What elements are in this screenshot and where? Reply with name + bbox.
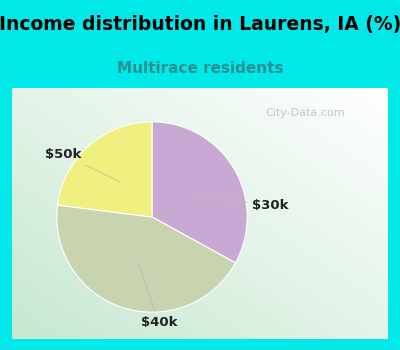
Text: $50k: $50k xyxy=(45,148,119,182)
Text: $40k: $40k xyxy=(139,263,177,329)
Wedge shape xyxy=(58,122,152,217)
Text: City-Data.com: City-Data.com xyxy=(266,108,345,118)
Wedge shape xyxy=(152,122,247,263)
Wedge shape xyxy=(57,205,236,312)
Text: $30k: $30k xyxy=(194,194,288,212)
Text: Multirace residents: Multirace residents xyxy=(117,61,283,76)
Text: Income distribution in Laurens, IA (%): Income distribution in Laurens, IA (%) xyxy=(0,15,400,34)
